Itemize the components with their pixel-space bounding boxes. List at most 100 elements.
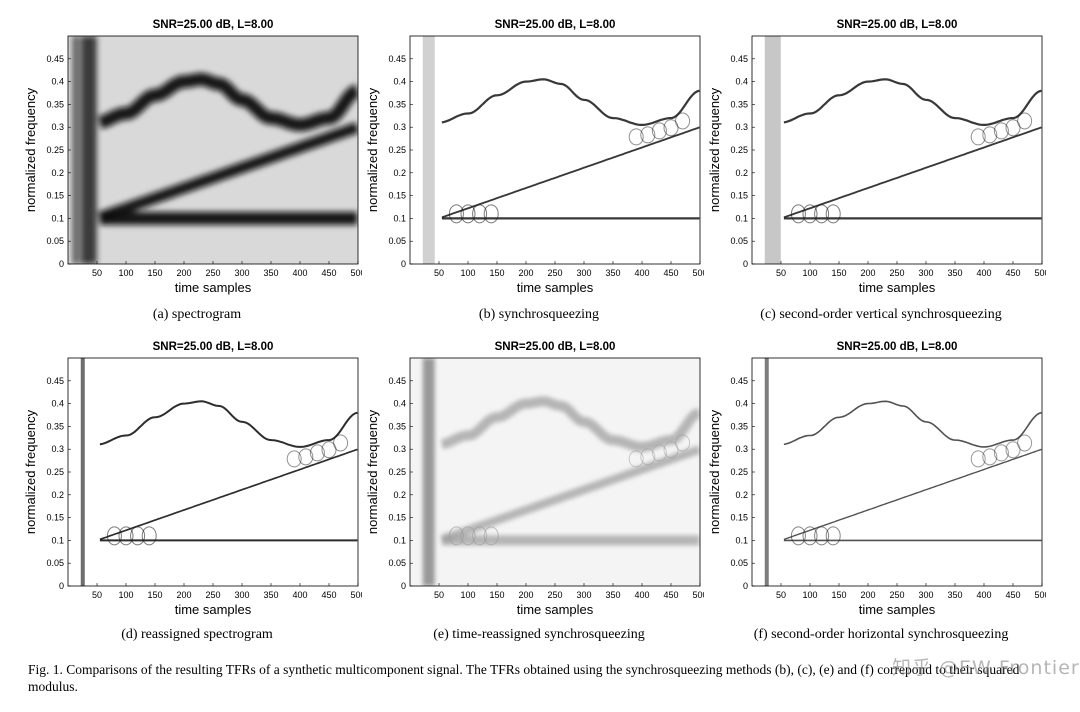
y-tick-label: 0.2 (51, 168, 64, 178)
caption-a: (a) spectrogram (152, 307, 242, 322)
x-tick-label: 350 (605, 590, 620, 600)
y-tick-label: 0.25 (730, 145, 748, 155)
x-axis-label: time samples (175, 602, 252, 617)
caption-e: (e) time-reassigned synchrosqueezing (433, 627, 645, 642)
x-tick-label: 100 (802, 268, 817, 278)
fm-component (783, 78, 1042, 126)
panel-d: SNR=25.00 dB, L=8.00 50 100 150 200 250 300 350… (23, 341, 362, 617)
interference-bubble (472, 526, 488, 546)
x-tick-label: 350 (605, 268, 620, 278)
y-tick-label: 0.25 (388, 145, 406, 155)
x-tick-label: 400 (976, 268, 991, 278)
y-tick-label: 0.05 (388, 558, 406, 568)
y-tick-label: 0.25 (46, 467, 64, 477)
x-tick-label: 200 (518, 590, 533, 600)
y-tick-label: 0.05 (46, 558, 64, 568)
x-tick-label: 300 (234, 590, 249, 600)
x-tick-label: 50 (92, 590, 102, 600)
plot-area (68, 36, 358, 264)
x-tick-label: 400 (292, 268, 307, 278)
interference-bubble (640, 448, 656, 466)
x-tick-label: 350 (947, 268, 962, 278)
y-tick-label: 0.4 (393, 399, 406, 409)
y-tick-label: 0.3 (51, 122, 64, 132)
x-tick-label: 450 (1005, 268, 1020, 278)
panel-f: SNR=25.00 dB, L=8.00 50 100 150 200 250 300 350… (707, 341, 1046, 617)
x-axis-label: time samples (859, 602, 936, 617)
interference-bubble (448, 526, 464, 546)
y-tick-label: 0.1 (735, 535, 748, 545)
y-tick-label: 0.1 (735, 213, 748, 223)
x-tick-label: 100 (460, 590, 475, 600)
x-tick-label: 200 (176, 590, 191, 600)
fm-component (441, 78, 700, 126)
y-tick-label: 0.2 (735, 168, 748, 178)
chirp-component (99, 448, 358, 541)
x-tick-label: 200 (860, 590, 875, 600)
y-tick-label: 0.35 (46, 421, 64, 431)
x-tick-label: 300 (576, 268, 591, 278)
x-tick-label: 100 (118, 590, 133, 600)
x-tick-label: 250 (889, 590, 904, 600)
x-tick-label: 250 (547, 590, 562, 600)
x-tick-label: 400 (634, 268, 649, 278)
x-tick-label: 500 (1034, 590, 1046, 600)
x-tick-label: 100 (802, 590, 817, 600)
y-tick-label: 0.45 (46, 376, 64, 386)
interference-bubble (993, 444, 1009, 462)
y-tick-label: 0.35 (388, 99, 406, 109)
panel-a: SNR=25.00 dB, L=8.00 50 100 150 200 250 300 350… (23, 19, 362, 295)
interference-bubble (675, 112, 691, 130)
interference-bubble (675, 434, 691, 452)
x-axis-label: time samples (517, 602, 594, 617)
x-tick-label: 450 (1005, 590, 1020, 600)
x-tick-label: 500 (350, 268, 362, 278)
x-tick-label: 150 (147, 268, 162, 278)
interference-bubble (982, 448, 998, 466)
panel-c: SNR=25.00 dB, L=8.00 50 100 150 200 250 300 350… (707, 19, 1046, 295)
y-tick-label: 0.45 (730, 54, 748, 64)
x-tick-label: 150 (831, 590, 846, 600)
interference-bubble (118, 526, 134, 546)
caption-f: (f) second-order horizontal synchrosquee… (753, 627, 1009, 642)
x-tick-label: 300 (918, 268, 933, 278)
watermark: 知乎 @EW Frontier (892, 657, 1080, 679)
interference-bubble (298, 448, 314, 466)
y-tick-label: 0.4 (51, 77, 64, 87)
interference-bubble (802, 526, 818, 546)
x-tick-label: 350 (263, 268, 278, 278)
interference-bubble (640, 126, 656, 144)
y-tick-label: 0 (59, 259, 64, 269)
impulse-component (80, 358, 85, 586)
y-tick-label: 0.4 (393, 77, 406, 87)
interference-bubble (814, 204, 830, 224)
x-tick-label: 500 (1034, 268, 1046, 278)
y-tick-label: 0.35 (730, 421, 748, 431)
interference-bubble (1017, 112, 1033, 130)
y-tick-label: 0.45 (730, 376, 748, 386)
y-tick-label: 0.15 (46, 191, 64, 201)
y-tick-label: 0.05 (730, 236, 748, 246)
x-tick-label: 400 (634, 590, 649, 600)
interference-bubble (321, 441, 337, 459)
x-tick-label: 300 (576, 590, 591, 600)
panel-e: SNR=25.00 dB, L=8.00 50 100 150 200 250 300 350… (365, 341, 704, 617)
y-tick-label: 0.15 (730, 191, 748, 201)
interference-bubble (628, 450, 644, 468)
y-tick-label: 0.35 (730, 99, 748, 109)
panel-title: SNR=25.00 dB, L=8.00 (837, 19, 958, 31)
plot-area (410, 36, 700, 264)
y-tick-label: 0.1 (51, 213, 64, 223)
y-tick-label: 0.2 (51, 490, 64, 500)
y-tick-label: 0.25 (730, 467, 748, 477)
y-tick-label: 0.4 (735, 77, 748, 87)
impulse-sidelobe (72, 36, 79, 264)
x-tick-label: 300 (234, 268, 249, 278)
panel-b: SNR=25.00 dB, L=8.00 50 100 150 200 250 300 350… (365, 19, 704, 295)
x-tick-label: 50 (434, 590, 444, 600)
interference-bubble (483, 204, 499, 224)
caption-c: (c) second-order vertical synchrosqueezi… (760, 307, 1002, 322)
interference-bubble (448, 204, 464, 224)
plot-area (752, 358, 1042, 586)
x-tick-label: 150 (831, 268, 846, 278)
